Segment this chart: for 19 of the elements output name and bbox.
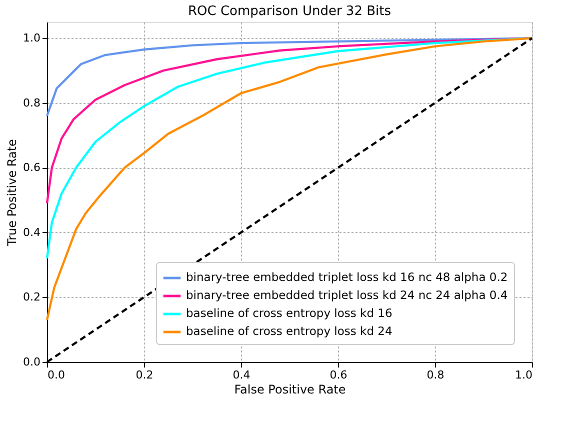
chart-title: ROC Comparison Under 32 Bits [188, 4, 392, 19]
x-tick-label: 0.8 [426, 368, 444, 382]
x-tick-label: 0.0 [48, 368, 65, 382]
y-tick-label: 0.0 [23, 356, 40, 368]
x-tick-label: 0.6 [330, 368, 348, 382]
legend-label: binary-tree embedded triplet loss kd 24 nc 24 alpha 0.4 [186, 288, 508, 302]
legend-label: binary-tree embedded triplet loss kd 16 nc 48 alpha 0.2 [186, 270, 508, 284]
legend-label: baseline of cross entropy loss kd 16 [186, 306, 392, 320]
x-tick-label: 1.0 [515, 368, 532, 382]
y-tick-label: 1.0 [23, 32, 40, 45]
x-axis-title: False Positive Rate [234, 382, 346, 396]
y-axis-title: True Positive Rate [5, 139, 20, 247]
y-tick-label: 0.6 [23, 161, 40, 174]
x-tick-label: 0.4 [232, 368, 250, 382]
legend-label: baseline of cross entropy loss kd 24 [186, 324, 392, 338]
y-tick-label: 0.4 [23, 226, 40, 239]
y-tick-label: 0.2 [23, 290, 40, 304]
x-tick-label: 0.2 [136, 368, 154, 382]
y-tick-label: 0.8 [23, 96, 40, 110]
